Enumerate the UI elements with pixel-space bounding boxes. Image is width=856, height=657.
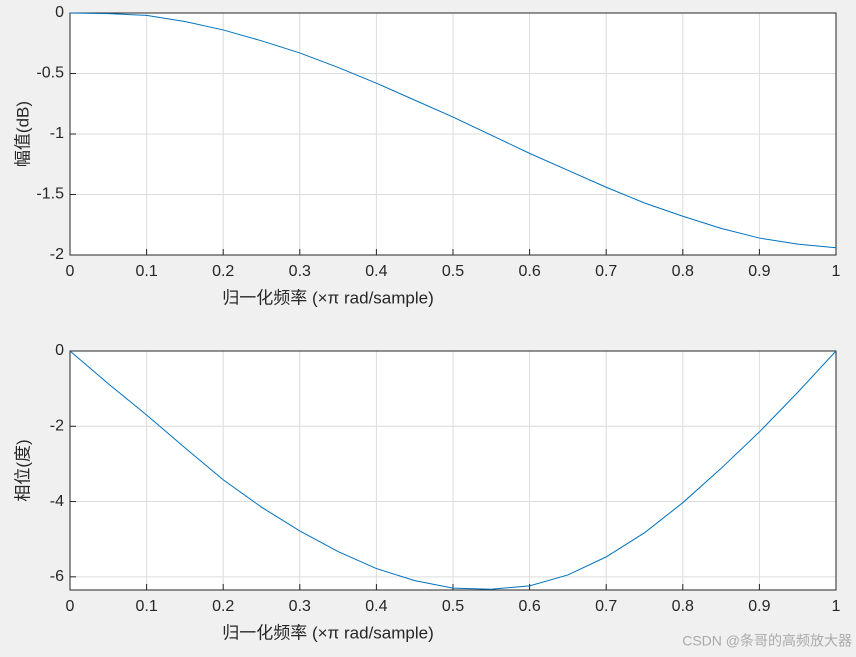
x-tick-label: 0 <box>66 598 75 615</box>
watermark: CSDN @条哥的高频放大器 <box>682 633 852 649</box>
x-tick-label: 1 <box>832 598 841 615</box>
y-tick-label: -1.5 <box>36 186 64 203</box>
x-tick-label: 0.6 <box>518 598 540 615</box>
x-tick-label: 0.5 <box>442 598 464 615</box>
x-tick-label: 0.1 <box>135 263 157 280</box>
y-tick-label: 0 <box>55 4 64 21</box>
x-tick-label: 0.9 <box>748 263 770 280</box>
x-axis-label: 归一化频率 (×π rad/sample) <box>222 288 434 307</box>
x-tick-label: 0.6 <box>518 263 540 280</box>
x-tick-label: 0.9 <box>748 598 770 615</box>
x-tick-label: 0.5 <box>442 263 464 280</box>
x-tick-label: 0.8 <box>672 263 694 280</box>
x-tick-label: 0.7 <box>595 598 617 615</box>
x-tick-label: 0.2 <box>212 263 234 280</box>
y-tick-label: -2 <box>50 417 64 434</box>
x-tick-label: 0.8 <box>672 598 694 615</box>
x-tick-label: 0 <box>66 263 75 280</box>
x-tick-label: 0.7 <box>595 263 617 280</box>
x-tick-label: 0.3 <box>289 598 311 615</box>
x-tick-label: 0.4 <box>365 598 387 615</box>
x-tick-label: 0.4 <box>365 263 387 280</box>
y-tick-label: -1 <box>50 125 64 142</box>
y-tick-label: -6 <box>50 568 64 585</box>
axes-box <box>69 350 837 591</box>
y-axis-label: 幅值(dB) <box>13 101 32 167</box>
x-tick-label: 1 <box>832 263 841 280</box>
y-axis-label: 相位(度) <box>13 439 32 501</box>
y-tick-label: -4 <box>50 493 64 510</box>
data-line <box>69 12 837 249</box>
x-tick-label: 0.2 <box>212 598 234 615</box>
data-line <box>69 350 837 590</box>
axes-box <box>69 12 837 256</box>
y-tick-label: -2 <box>50 246 64 263</box>
x-tick-label: 0.1 <box>135 598 157 615</box>
y-tick-label: -0.5 <box>36 65 64 82</box>
x-axis-label: 归一化频率 (×π rad/sample) <box>222 623 434 642</box>
y-tick-label: 0 <box>55 342 64 359</box>
x-tick-label: 0.3 <box>289 263 311 280</box>
